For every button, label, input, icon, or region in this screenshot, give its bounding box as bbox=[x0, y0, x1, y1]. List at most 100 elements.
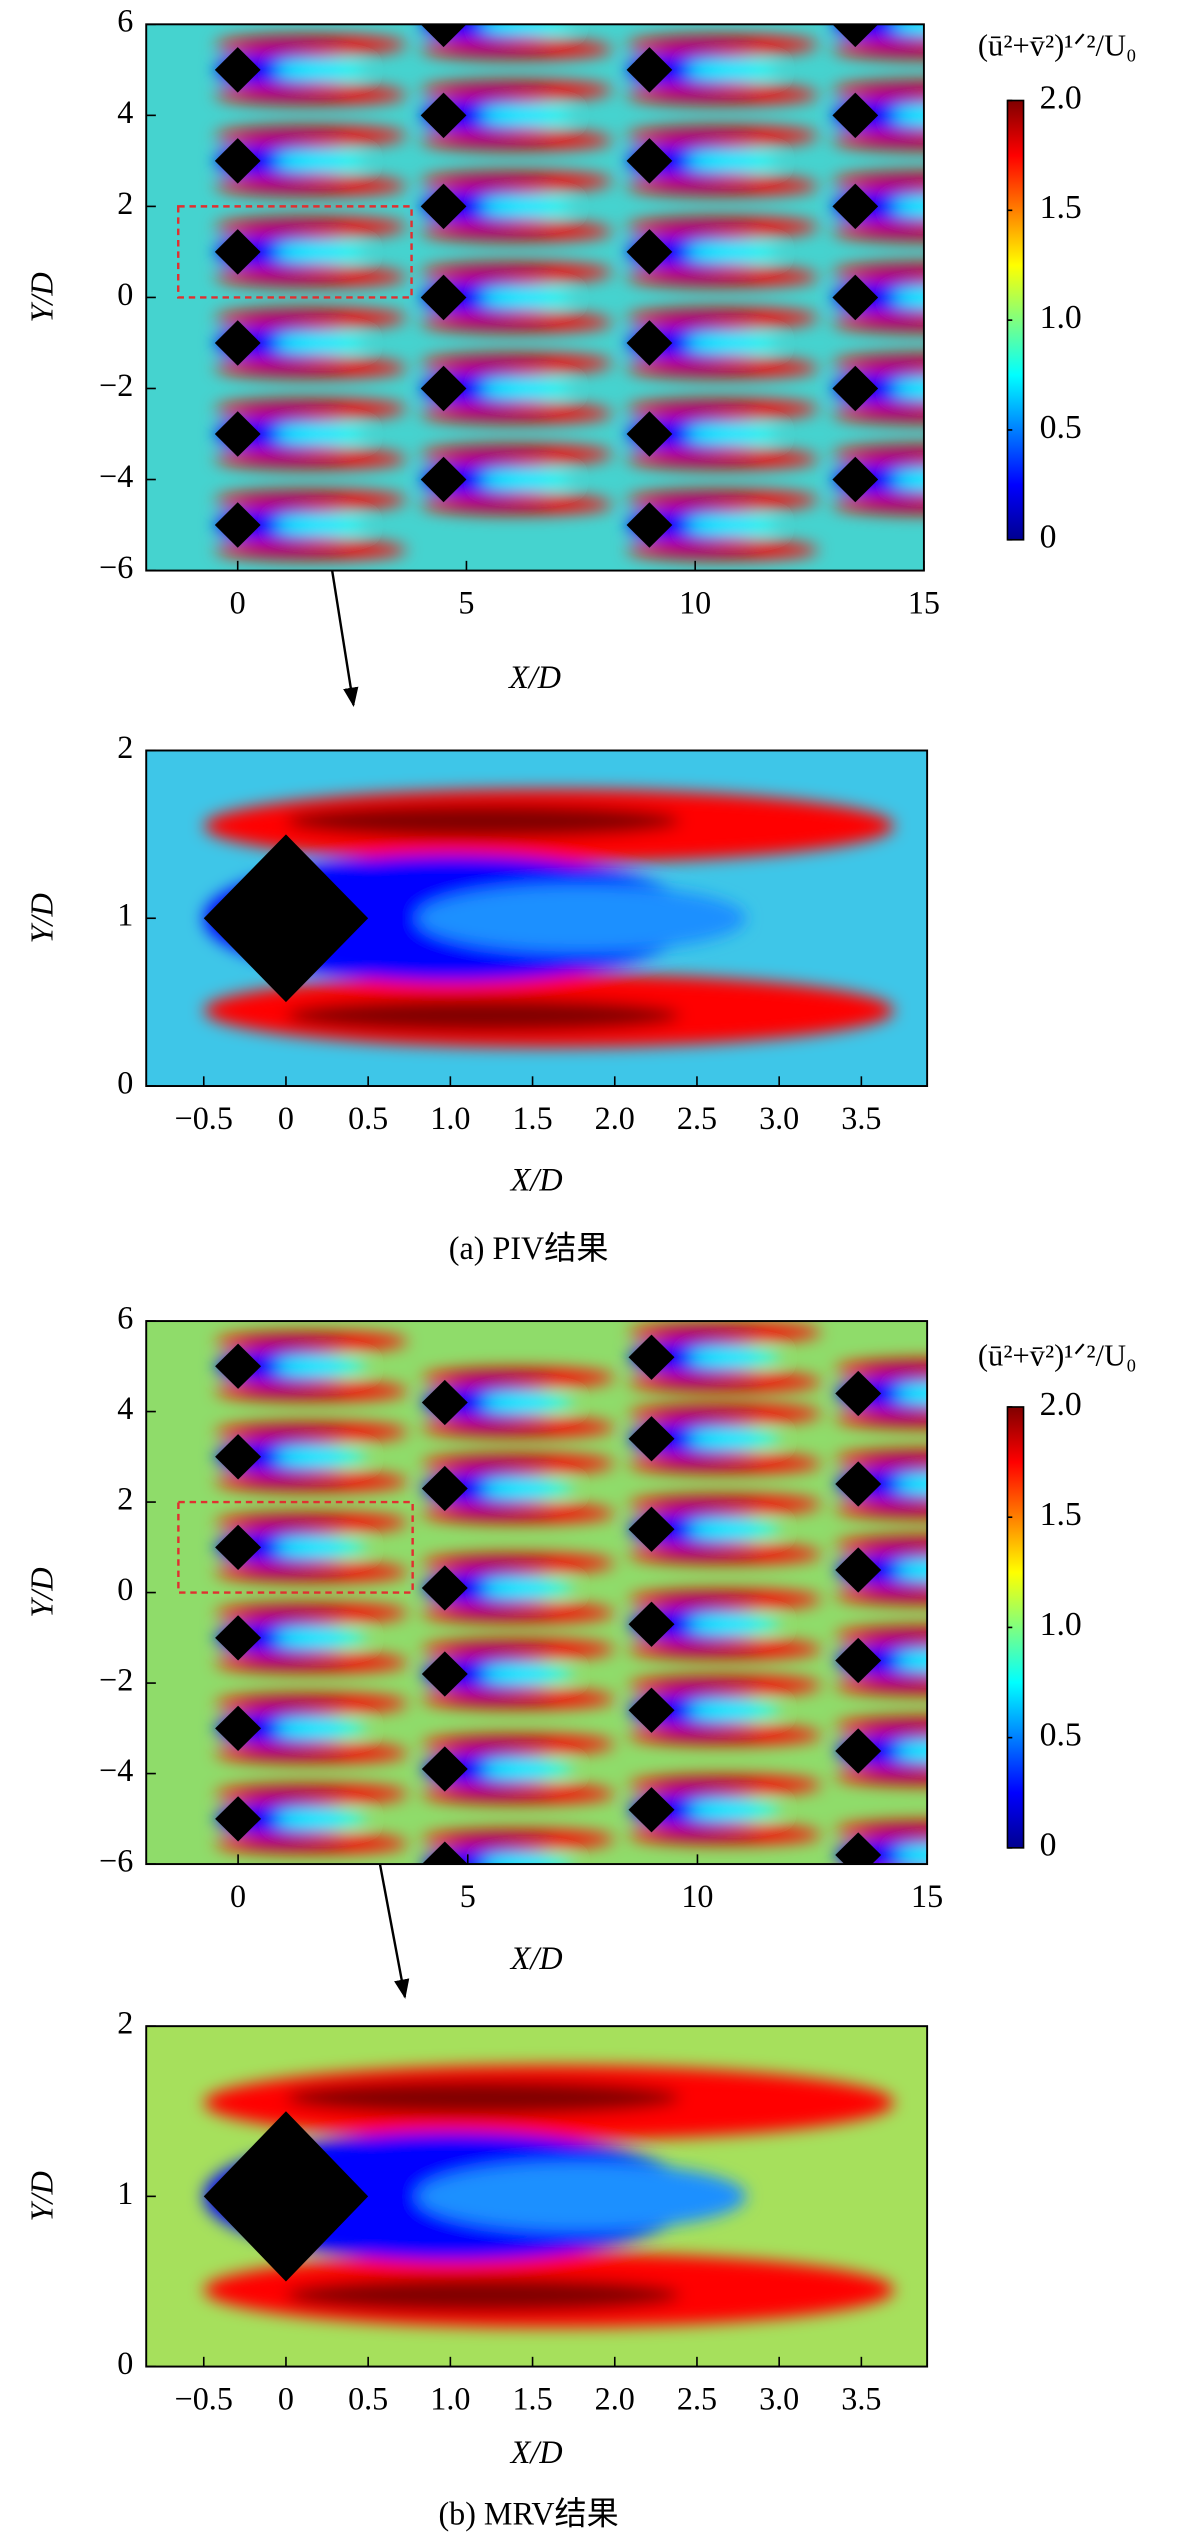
y-tick-label: −4 bbox=[99, 1752, 133, 1788]
wake-core bbox=[894, 1384, 928, 1403]
obstacle bbox=[421, 1841, 468, 1865]
shear-core bbox=[237, 403, 348, 413]
obstacle bbox=[835, 1370, 882, 1417]
shear-core bbox=[238, 1697, 349, 1707]
shear-core bbox=[443, 319, 554, 329]
wake-core bbox=[274, 1447, 367, 1466]
shear-core bbox=[858, 1415, 928, 1425]
shear-core bbox=[443, 46, 554, 56]
wake-core bbox=[481, 1479, 574, 1498]
wake-core bbox=[891, 106, 924, 125]
x-tick-label: 10 bbox=[681, 1878, 713, 1914]
colorbar-label: (ū²+v̄²)¹ᐟ²/U₀ bbox=[978, 1338, 1137, 1372]
shear-core bbox=[444, 1738, 556, 1748]
x-axis-label: X/D bbox=[507, 659, 561, 695]
colorbar-tick-label: 2.0 bbox=[1040, 79, 1082, 116]
wake-core bbox=[686, 515, 778, 535]
obstacle bbox=[628, 1601, 675, 1647]
shear-core bbox=[858, 1772, 928, 1782]
x-tick-label: 15 bbox=[911, 1878, 943, 1914]
x-tick-label: 2.5 bbox=[677, 2381, 717, 2417]
shear-core bbox=[649, 546, 760, 557]
shear-core bbox=[285, 804, 681, 838]
shear-core bbox=[443, 137, 554, 147]
shear-core bbox=[651, 1550, 762, 1560]
shear-core bbox=[237, 494, 348, 504]
obstacle bbox=[215, 1796, 262, 1842]
obstacle bbox=[628, 1787, 675, 1833]
y-axis-label: Y/D bbox=[23, 893, 59, 943]
obstacle bbox=[832, 183, 879, 230]
wake-core bbox=[481, 1855, 574, 1865]
y-axis-label: Y/D bbox=[23, 1567, 59, 1617]
wake-core bbox=[274, 515, 366, 535]
shear-core bbox=[855, 228, 924, 238]
shear-core bbox=[858, 1720, 928, 1730]
y-tick-label: 6 bbox=[117, 3, 133, 39]
obstacle bbox=[626, 502, 673, 548]
zoom-box bbox=[177, 1500, 414, 1594]
shear-core bbox=[444, 1371, 556, 1381]
shear-core bbox=[649, 364, 760, 374]
shear-core bbox=[237, 273, 348, 283]
wake-core bbox=[686, 333, 778, 353]
shear-core bbox=[855, 357, 924, 367]
shear-core bbox=[285, 2080, 681, 2115]
y-tick-label: 0 bbox=[117, 1064, 133, 1100]
shear-core bbox=[285, 998, 681, 1033]
wake-core bbox=[481, 1578, 574, 1598]
shear-core bbox=[237, 182, 348, 192]
shear-core bbox=[649, 220, 760, 231]
shear-core bbox=[855, 448, 924, 458]
wake-core bbox=[686, 60, 778, 79]
shear-core bbox=[855, 46, 924, 56]
wake-core bbox=[688, 1520, 781, 1539]
colorbar-tick-label: 0.5 bbox=[1040, 409, 1082, 446]
wake-core bbox=[688, 1615, 781, 1634]
shear-core bbox=[858, 1505, 928, 1515]
y-tick-label: −2 bbox=[99, 1661, 133, 1697]
shear-core bbox=[237, 312, 348, 322]
caption: (b) MRV结果 bbox=[438, 2496, 618, 2532]
wake-core bbox=[891, 24, 924, 33]
x-tick-label: 0 bbox=[278, 1100, 294, 1136]
obstacle bbox=[628, 1506, 675, 1552]
shear-core bbox=[651, 1460, 762, 1470]
y-tick-label: 6 bbox=[117, 1299, 133, 1335]
wake-core bbox=[686, 151, 778, 170]
shear-core bbox=[444, 0, 554, 2]
obstacle bbox=[214, 502, 261, 548]
wake-core bbox=[686, 424, 778, 444]
obstacle bbox=[421, 1651, 468, 1697]
wake-core bbox=[894, 1742, 928, 1760]
wake-core bbox=[891, 197, 924, 216]
obstacle bbox=[832, 274, 879, 321]
wake-core bbox=[688, 1429, 781, 1448]
shear-core bbox=[238, 1388, 349, 1398]
shear-core bbox=[649, 312, 760, 322]
obstacle bbox=[421, 1746, 468, 1792]
shear-core bbox=[649, 91, 760, 101]
y-axis-label: Y/D bbox=[23, 272, 59, 322]
shear-core bbox=[651, 1831, 762, 1841]
shear-layer bbox=[421, 0, 613, 9]
shear-core bbox=[855, 266, 924, 276]
x-tick-label: 3.5 bbox=[841, 2381, 881, 2417]
shear-core bbox=[237, 129, 348, 140]
wake-core bbox=[686, 242, 778, 262]
shear-core bbox=[444, 1609, 556, 1619]
obstacle bbox=[832, 92, 879, 139]
shear-core bbox=[444, 1510, 556, 1520]
wake-core bbox=[274, 1719, 367, 1738]
wake-core bbox=[274, 1809, 367, 1828]
x-tick-label: 3.0 bbox=[759, 1100, 799, 1136]
shear-core bbox=[443, 448, 554, 458]
x-tick-label: 1.5 bbox=[512, 1100, 552, 1136]
wake-core bbox=[481, 1393, 574, 1412]
shear-core bbox=[649, 129, 760, 140]
obstacle bbox=[420, 24, 467, 48]
y-tick-label: 2 bbox=[117, 729, 133, 765]
x-axis-label: X/D bbox=[509, 2434, 563, 2470]
obstacle bbox=[626, 320, 673, 366]
obstacle bbox=[203, 834, 369, 1003]
